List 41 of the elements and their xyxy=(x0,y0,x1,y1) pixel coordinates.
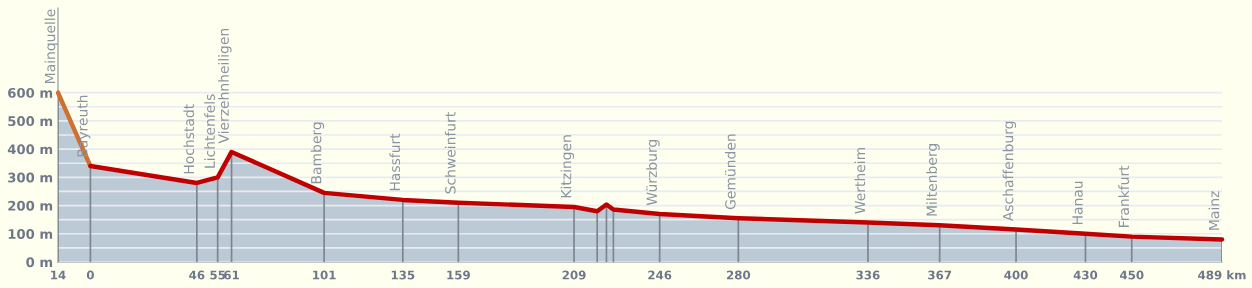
annotation: Würzburg xyxy=(646,140,660,206)
annotation: Hochstadt xyxy=(183,104,195,174)
x-tick-label: 336 xyxy=(856,270,880,280)
annotation: Miltenberg xyxy=(926,144,940,216)
annotation: Hanau xyxy=(1072,181,1083,225)
x-tick-label: 14 xyxy=(51,270,66,280)
y-tick-label: 400 m xyxy=(7,144,53,155)
x-tick-label: 101 xyxy=(313,270,336,280)
x-tick-label: 61 xyxy=(224,270,239,280)
annotation: Frankfurt xyxy=(1118,165,1130,227)
annotation: Wertheim xyxy=(854,147,866,214)
x-tick-label: 400 xyxy=(1004,270,1028,280)
annotation: Lichtenfels xyxy=(204,94,215,168)
x-tick-label: 430 xyxy=(1073,270,1098,280)
annotation: Kitzingen xyxy=(560,135,575,198)
annotation: Gemünden xyxy=(724,134,736,210)
x-tick-label: 209 xyxy=(562,270,586,280)
x-tick-label: 55 xyxy=(210,270,226,280)
x-tick-label: 489 km xyxy=(1198,270,1246,280)
x-tick-label: 280 xyxy=(726,270,751,280)
x-tick-label: 450 xyxy=(1119,270,1144,280)
x-tick-label: 159 xyxy=(447,270,470,280)
annotation: Bamberg xyxy=(310,122,325,184)
x-tick-label: 367 xyxy=(928,270,952,280)
y-tick-label: 600 m xyxy=(8,87,53,98)
x-tick-label: 246 xyxy=(648,270,672,280)
x-tick-label: 46 xyxy=(189,270,205,280)
y-tick-label: 0 m xyxy=(26,257,53,268)
x-tick-label: 0 xyxy=(86,270,94,280)
annotation: Mainquelle xyxy=(44,9,58,83)
y-tick-label: 500 m xyxy=(8,116,53,127)
y-tick-label: 200 m xyxy=(8,200,53,211)
annotation: Bayreuth xyxy=(76,95,91,157)
annotation: Schweinfurt xyxy=(444,112,456,194)
x-tick-label: 135 xyxy=(391,270,415,280)
annotation: Vierzehnheiligen xyxy=(218,28,232,144)
y-tick-label: 300 m xyxy=(8,172,53,183)
annotation: Aschaffenburg xyxy=(1002,121,1017,222)
annotation: Hassfurt xyxy=(389,133,401,191)
y-tick-label: 100 m xyxy=(8,229,53,239)
annotation: Mainz xyxy=(1208,191,1220,230)
